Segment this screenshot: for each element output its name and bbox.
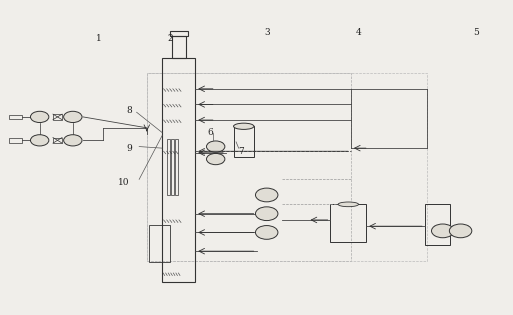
Circle shape — [64, 135, 82, 146]
Bar — [175, 139, 178, 195]
Bar — [170, 31, 188, 36]
Text: 8: 8 — [126, 106, 132, 115]
Bar — [233, 126, 254, 158]
Ellipse shape — [233, 123, 254, 129]
Bar — [9, 138, 22, 143]
Bar — [53, 138, 62, 143]
Bar — [171, 139, 174, 195]
Text: 4: 4 — [356, 28, 362, 37]
Text: 10: 10 — [118, 178, 130, 187]
Circle shape — [30, 111, 49, 123]
Bar — [147, 73, 351, 261]
Bar — [147, 73, 427, 261]
Text: 9: 9 — [126, 144, 132, 153]
Circle shape — [449, 224, 472, 238]
Circle shape — [64, 111, 82, 123]
Bar — [9, 115, 22, 119]
Bar — [167, 139, 170, 195]
Text: 1: 1 — [95, 34, 101, 43]
Circle shape — [255, 188, 278, 202]
Text: 3: 3 — [264, 28, 269, 37]
Circle shape — [207, 141, 225, 152]
Circle shape — [431, 224, 454, 238]
Bar — [330, 204, 366, 242]
Circle shape — [30, 135, 49, 146]
Text: 2: 2 — [167, 34, 172, 43]
Ellipse shape — [338, 202, 359, 207]
Circle shape — [207, 153, 225, 165]
Bar — [149, 225, 170, 262]
Bar — [425, 204, 450, 245]
Bar — [162, 58, 195, 282]
Circle shape — [255, 226, 278, 239]
Text: 6: 6 — [208, 128, 213, 137]
Bar — [171, 36, 186, 58]
Text: 5: 5 — [473, 28, 479, 37]
Text: 7: 7 — [239, 147, 244, 156]
Circle shape — [255, 207, 278, 220]
Bar — [53, 114, 62, 120]
